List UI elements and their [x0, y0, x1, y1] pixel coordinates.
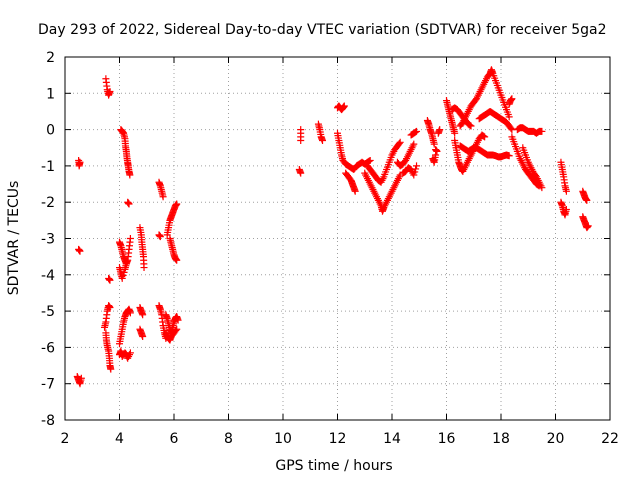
data-point: [466, 121, 474, 129]
y-tick-label: 1: [46, 86, 55, 102]
data-point: [173, 200, 181, 208]
data-point: [172, 326, 180, 334]
data-point: [173, 325, 181, 333]
y-tick-label: -8: [41, 413, 55, 429]
data-point: [505, 152, 513, 160]
data-point: [126, 235, 134, 242]
data-point: [140, 264, 148, 272]
x-tick-label: 4: [115, 431, 124, 447]
data-point: [538, 184, 546, 192]
data-point: [467, 122, 475, 130]
y-tick-labels: -8 -7 -6 -5 -4 -3 -2 -1 0 1 2: [41, 50, 55, 429]
data-point: [436, 126, 444, 134]
data-point: [122, 260, 130, 268]
grid-lines: [65, 57, 610, 420]
data-point: [106, 276, 114, 284]
data-point: [297, 169, 305, 177]
data-point: [126, 171, 134, 179]
y-tick-label: -4: [41, 268, 55, 284]
data-point: [562, 205, 570, 213]
x-tick-labels: 2 4 6 8 10 12 14 16 18 20 22: [61, 431, 619, 447]
x-axis-label: GPS time / hours: [275, 458, 392, 474]
axis-ticks: [64, 56, 611, 421]
data-point: [508, 95, 516, 103]
y-tick-label: -7: [41, 377, 55, 393]
x-tick-label: 2: [61, 431, 70, 447]
data-point: [396, 138, 404, 146]
y-axis-label: SDTVAR / TECUs: [6, 181, 22, 296]
y-tick-label: -2: [41, 195, 55, 211]
x-tick-label: 18: [492, 431, 510, 447]
data-point: [126, 309, 134, 317]
x-tick-label: 6: [170, 431, 179, 447]
data-point: [173, 256, 181, 264]
x-tick-label: 10: [274, 431, 292, 447]
x-tick-label: 12: [329, 431, 347, 447]
y-tick-label: -3: [41, 232, 55, 248]
x-tick-label: 22: [601, 431, 619, 447]
x-tick-label: 14: [383, 431, 401, 447]
data-point: [366, 156, 374, 164]
data-point: [412, 128, 420, 136]
data-point: [297, 136, 305, 144]
data-point: [119, 271, 127, 279]
chart-title: Day 293 of 2022, Sidereal Day-to-day VTE…: [38, 22, 607, 38]
data-point: [156, 233, 164, 241]
data-point: [395, 140, 403, 148]
data-point: [433, 147, 441, 155]
y-tick-label: -1: [41, 159, 55, 175]
data-point: [365, 157, 373, 165]
data-point: [126, 349, 134, 357]
data-point: [507, 124, 515, 132]
data-point: [410, 171, 418, 179]
data-point: [340, 102, 348, 110]
y-tick-label: -5: [41, 304, 55, 320]
data-point: [432, 151, 440, 159]
data-point: [413, 162, 421, 170]
data-point: [159, 193, 167, 201]
data-point: [118, 274, 126, 282]
y-tick-label: 2: [46, 50, 55, 66]
y-tick-label: 0: [46, 123, 55, 139]
data-point: [430, 140, 438, 148]
x-tick-label: 16: [438, 431, 456, 447]
data-point: [411, 168, 419, 176]
x-tick-label: 20: [547, 431, 565, 447]
data-point: [120, 268, 128, 276]
data-point: [562, 187, 570, 195]
x-tick-label: 8: [224, 431, 233, 447]
data-point: [410, 140, 418, 148]
data-points: [73, 66, 592, 388]
data-point: [538, 127, 546, 135]
data-point: [584, 222, 592, 230]
data-point: [76, 158, 84, 166]
y-tick-label: -6: [41, 340, 55, 356]
data-point: [139, 311, 147, 319]
data-point: [583, 196, 591, 204]
data-point: [139, 333, 147, 341]
data-point: [351, 187, 359, 195]
data-point: [413, 127, 421, 135]
data-point: [505, 113, 513, 121]
data-point: [77, 374, 85, 382]
data-point: [481, 133, 489, 141]
data-point: [174, 316, 182, 324]
data-point: [76, 247, 84, 255]
data-point: [106, 303, 114, 311]
data-point: [412, 165, 420, 173]
data-point: [106, 87, 114, 95]
data-point: [451, 129, 459, 137]
data-point: [125, 200, 133, 208]
data-point: [107, 365, 115, 373]
data-point: [480, 132, 488, 140]
data-point: [319, 136, 327, 144]
